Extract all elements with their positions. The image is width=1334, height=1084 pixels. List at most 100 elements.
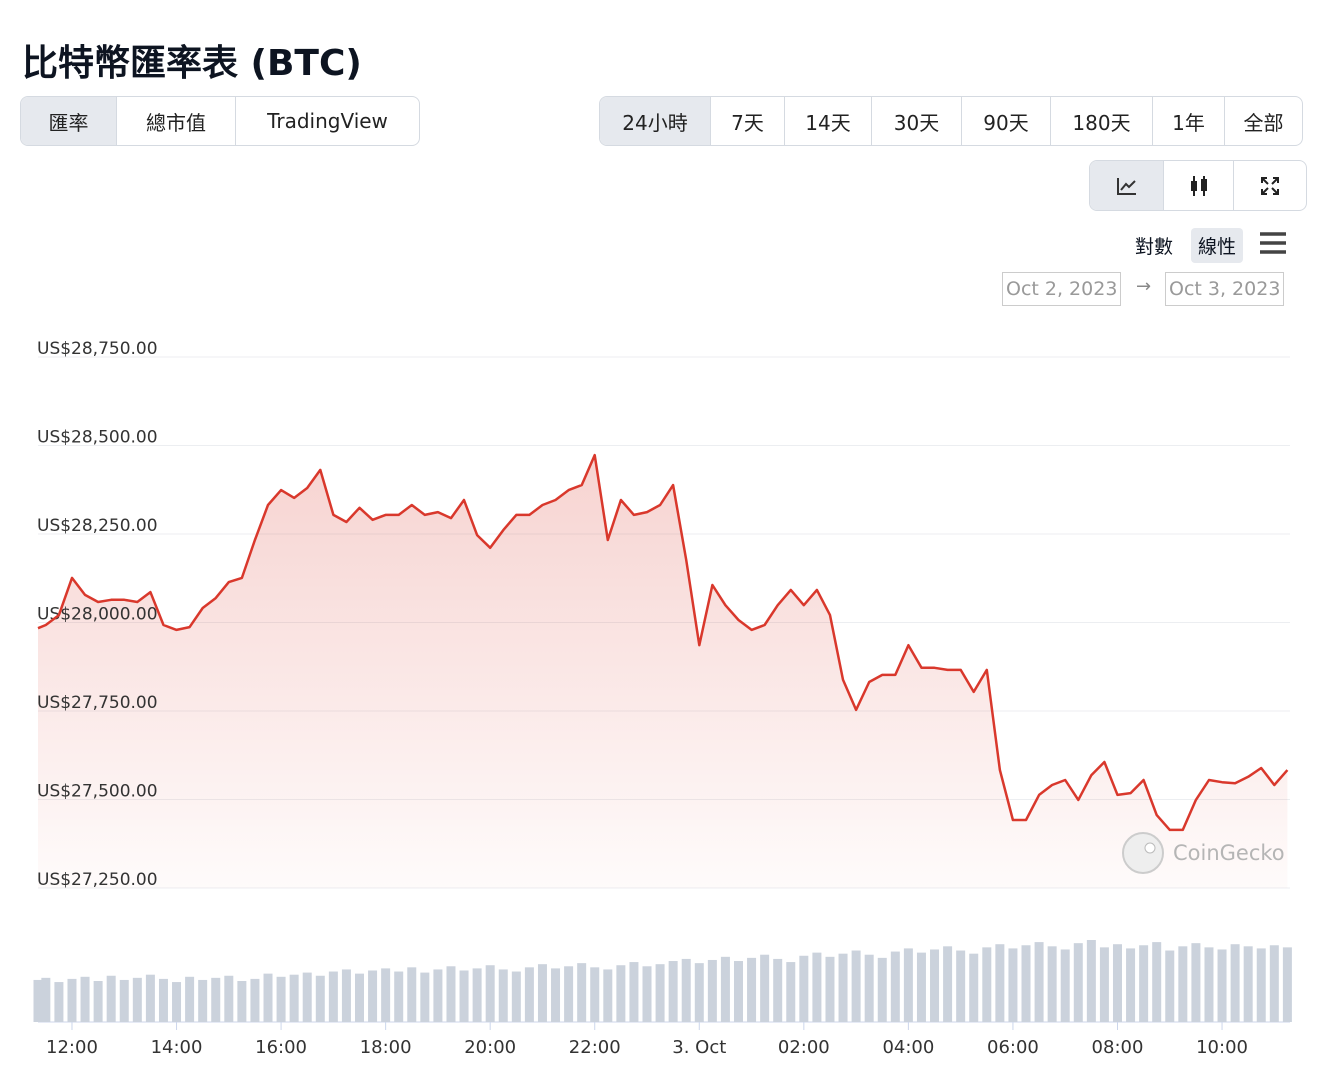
range-button[interactable]: 1年 [1153, 97, 1225, 145]
tab[interactable]: 總市值 [117, 97, 236, 145]
date-from[interactable]: Oct 2, 2023 [1002, 272, 1122, 306]
volume-bar [1282, 947, 1292, 1022]
volume-bar [420, 972, 430, 1022]
range-button[interactable]: 180天 [1051, 97, 1153, 145]
menu-icon[interactable] [1259, 231, 1287, 255]
x-tick-label: 06:00 [987, 1037, 1039, 1058]
volume-bar [472, 968, 482, 1022]
volume-bar [681, 958, 691, 1022]
x-tick-label: 14:00 [151, 1037, 203, 1058]
x-tick-label: 3. Oct [672, 1037, 726, 1058]
volume-bar [982, 947, 992, 1022]
fullscreen-button[interactable] [1234, 161, 1306, 210]
volume-bar [1243, 946, 1253, 1022]
volume-bar [825, 956, 835, 1022]
volume-bar [1178, 946, 1188, 1022]
tab-group: 匯率 總市值 TradingView [20, 96, 420, 146]
volume-bar [1256, 948, 1266, 1022]
volume-bar [524, 967, 534, 1022]
volume-bar [1047, 946, 1057, 1022]
line-icon [1116, 177, 1136, 195]
volume-bar [786, 962, 796, 1022]
volume-bar [67, 978, 77, 1022]
range-button[interactable]: 30天 [872, 97, 962, 145]
volume-bar [564, 966, 574, 1022]
volume-bar [1165, 950, 1175, 1022]
volume-bar [289, 974, 299, 1022]
volume-bar [1086, 940, 1096, 1022]
range-button[interactable]: 14天 [785, 97, 872, 145]
volume-bar [172, 982, 182, 1022]
volume-bar [511, 971, 521, 1022]
volume-bar [838, 953, 848, 1022]
scale-option[interactable]: 對數 [1135, 236, 1174, 258]
date-separator: → [1136, 276, 1152, 297]
volume-bar [890, 951, 900, 1022]
volume-bar [773, 958, 783, 1022]
price-line [37, 453, 1289, 832]
volume-bar [760, 954, 770, 1022]
scale-option[interactable]: 線性 [1191, 228, 1244, 263]
volume-bar [903, 948, 913, 1022]
volume-bar [577, 963, 587, 1022]
volume-bar [1191, 943, 1201, 1022]
y-tick-label: US$28,500.00 [37, 428, 158, 448]
volume-bar [616, 965, 626, 1022]
volume-bar [381, 968, 391, 1022]
volume-bar [93, 981, 103, 1022]
volume-bar [132, 977, 142, 1022]
volume-bar [315, 975, 325, 1022]
y-tick-label: US$28,000.00 [37, 605, 158, 625]
candle-mode-button[interactable] [1164, 161, 1234, 210]
fullscreen-icon [1261, 176, 1279, 195]
price-area [38, 455, 1288, 888]
volume-bar [328, 971, 338, 1022]
volume-bar [720, 956, 730, 1022]
volume-bar [629, 962, 639, 1022]
candle-icon [1190, 175, 1207, 196]
x-tick-label: 10:00 [1196, 1037, 1248, 1058]
tab[interactable]: 匯率 [21, 97, 117, 145]
volume-bar [119, 979, 129, 1022]
range-button[interactable]: 24小時 [600, 97, 711, 145]
x-tick-label: 20:00 [464, 1037, 516, 1058]
tab[interactable]: TradingView [267, 109, 388, 133]
volume-bar [80, 976, 90, 1022]
volume-bar [459, 970, 469, 1022]
date-to[interactable]: Oct 3, 2023 [1165, 272, 1285, 306]
x-tick-label: 08:00 [1092, 1037, 1144, 1058]
volume-bar [642, 966, 652, 1022]
range-group: 24小時 7天 14天 30天 90天 180天 1年 全部 [599, 96, 1303, 146]
volume-bar [707, 959, 717, 1022]
volume-bar [1008, 948, 1018, 1022]
volume-bar [302, 972, 312, 1022]
volume-bar [33, 979, 43, 1022]
volume-bar [1021, 945, 1031, 1022]
volume-bar [668, 961, 678, 1022]
volume-bar [41, 977, 51, 1022]
volume-bar [1139, 945, 1149, 1022]
y-tick-label: US$28,250.00 [37, 516, 158, 536]
range-button[interactable]: 7天 [711, 97, 785, 145]
volume-bar [433, 969, 443, 1022]
volume-bar [485, 965, 495, 1022]
volume-bar [864, 954, 874, 1022]
volume-bar [250, 978, 260, 1022]
volume-bar [185, 976, 195, 1022]
volume-bar [1217, 949, 1227, 1022]
watermark-text: CoinGecko [1173, 841, 1285, 865]
volume-bar [446, 966, 456, 1022]
range-button[interactable]: 90天 [962, 97, 1051, 145]
volume-bar [969, 953, 979, 1022]
volume-bar [198, 979, 208, 1022]
volume-bar [1204, 947, 1214, 1022]
volume-bar [537, 964, 547, 1022]
volume-bar [211, 977, 221, 1022]
y-tick-label: US$27,250.00 [37, 870, 158, 890]
page-title: 比特幣匯率表 (BTC) [22, 43, 362, 84]
volume-bar [590, 967, 600, 1022]
volume-bar [368, 970, 378, 1022]
range-button[interactable]: 全部 [1243, 110, 1284, 135]
line-mode-button[interactable] [1090, 161, 1164, 210]
